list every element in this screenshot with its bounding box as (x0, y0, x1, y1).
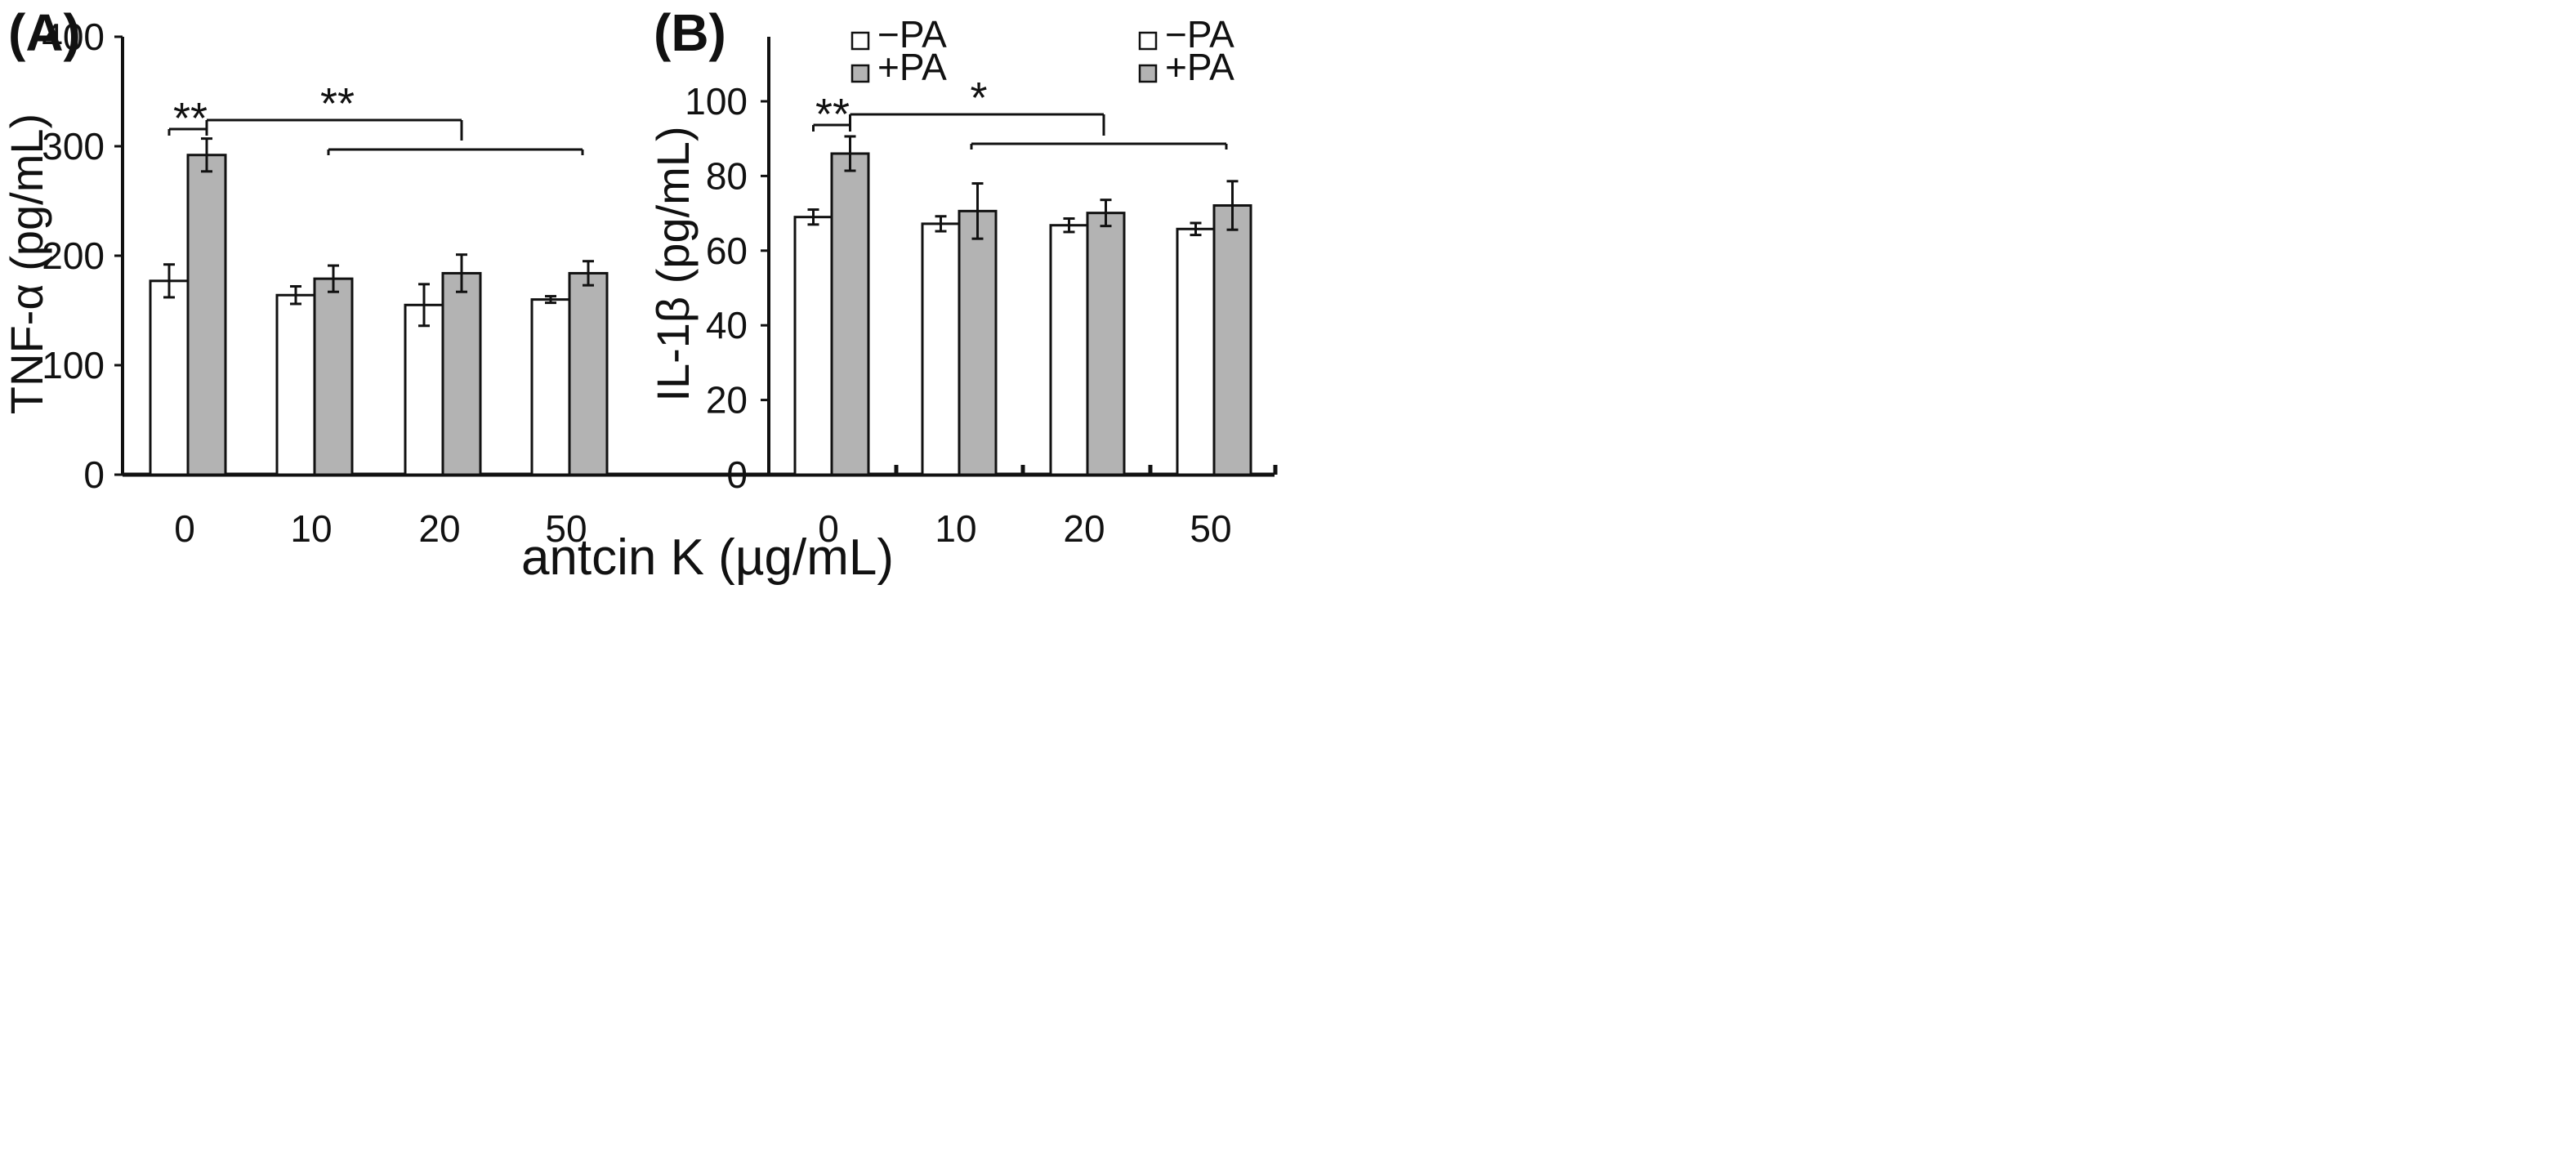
panel-b-sig-outer-text: * (970, 74, 987, 123)
panel-a-x-category-label: 20 (418, 507, 460, 550)
panel-b-bar-plus-pa-20 (1086, 212, 1126, 476)
panel-b-bar-minus-pa-10 (921, 222, 961, 476)
panel-a-y-tick-label: 0 (83, 453, 105, 496)
panel-b-y-tick-label: 40 (706, 304, 748, 346)
panel-a-y-tick-label: 200 (42, 234, 105, 277)
panel-b-legend-swatch-plus-pa (1138, 64, 1158, 83)
panel-b-x-category-label: 10 (935, 507, 976, 550)
panel-a-legend-label-plus-pa: +PA (877, 46, 947, 88)
panel-a-legend-swatch-plus-pa (850, 64, 870, 83)
panel-a-bar-plus-pa-20 (441, 271, 482, 476)
panel-b-y-axis-title: IL-1β (pg/mL) (647, 126, 699, 401)
panel-a-y-axis-title: TNF-α (pg/mL) (1, 114, 52, 414)
panel-a-bar-minus-pa-50 (530, 298, 571, 476)
panel-b-bar-minus-pa-20 (1049, 224, 1089, 476)
panel-a-bar-minus-pa-0 (149, 279, 190, 476)
panel-a-bar-plus-pa-50 (568, 271, 609, 476)
panel-b-bar-minus-pa-50 (1176, 227, 1216, 476)
panel-a-legend-swatch-minus-pa (850, 31, 870, 51)
panel-b-bar-plus-pa-50 (1212, 204, 1252, 476)
panel-b-x-category-label: 0 (818, 507, 839, 550)
x-axis-title: antcin K (µg/mL) (521, 529, 894, 586)
panel-b-x-category-label: 20 (1063, 507, 1105, 550)
panel-b-y-tick-label: 80 (706, 154, 748, 197)
panel-a-x-category-label: 10 (290, 507, 332, 550)
panel-a-bar-minus-pa-20 (404, 303, 444, 476)
panel-b-y-tick-label: 60 (706, 230, 748, 272)
panel-a-bar-plus-pa-10 (313, 277, 354, 476)
panel-b-y-tick-label: 100 (685, 80, 748, 123)
panel-b-legend-label-plus-pa: +PA (1165, 46, 1234, 88)
panel-a-sig-inner-text: ** (173, 94, 208, 143)
panel-a-label: (A) (8, 3, 81, 62)
panel-b-bar-minus-pa-0 (793, 216, 833, 476)
panel-b-x-category-label: 50 (1190, 507, 1231, 550)
panel-b-bar-plus-pa-10 (958, 209, 998, 476)
panel-b-y-tick-label: 0 (726, 453, 748, 496)
panel-b-bar-plus-pa-0 (830, 152, 870, 476)
panel-b-legend-label-minus-pa: −PA (1165, 13, 1234, 56)
panel-a-y-tick-label: 100 (42, 344, 105, 386)
panel-a-legend-label-minus-pa: −PA (877, 13, 947, 56)
panel-b-y-tick-label: 20 (706, 379, 748, 422)
panel-b-label: (B) (654, 3, 726, 62)
panel-b-sig-inner-text: ** (815, 90, 850, 139)
panel-a-bar-plus-pa-0 (186, 154, 227, 476)
panel-a-sig-outer-text: ** (320, 79, 355, 128)
panel-a-x-category-label: 50 (545, 507, 587, 550)
panel-b-legend-swatch-minus-pa (1138, 31, 1158, 51)
panel-a-y-tick-label: 300 (42, 125, 105, 167)
panel-a-y-tick-label: 400 (42, 16, 105, 58)
panel-a-bar-minus-pa-10 (275, 293, 316, 476)
panel-a-x-category-label: 0 (174, 507, 195, 550)
